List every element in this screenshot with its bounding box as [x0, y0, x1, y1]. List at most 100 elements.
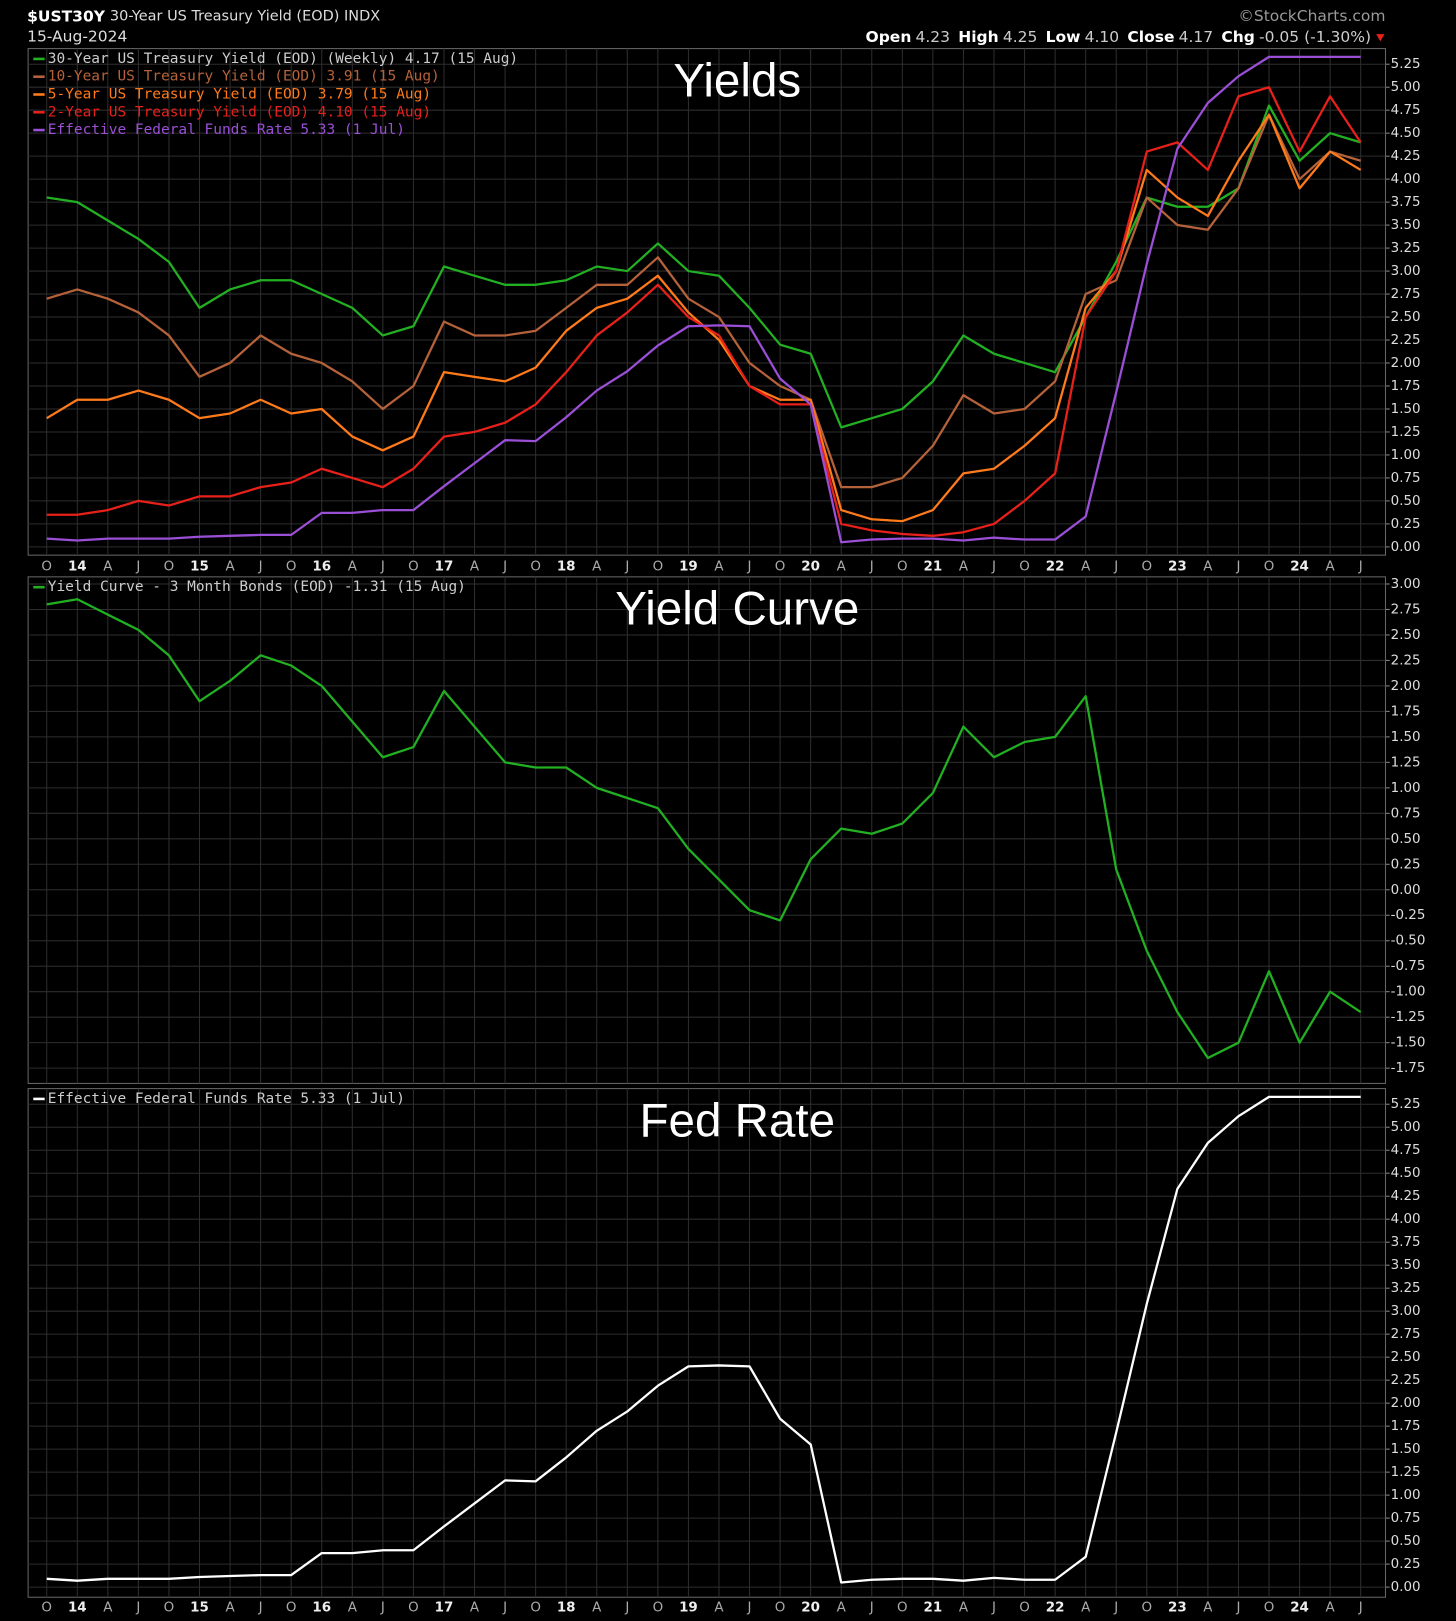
y-tick-label: 2.75 — [1391, 602, 1421, 617]
x-tick-label: J — [135, 1601, 140, 1616]
date: 15-Aug-2024 — [27, 28, 127, 46]
y-tick-label: 1.75 — [1391, 1419, 1421, 1434]
x-tick-label: 16 — [312, 1601, 331, 1616]
x-tick-label: A — [837, 1601, 847, 1616]
y-tick-label: 1.75 — [1391, 704, 1421, 719]
x-tick-label: J — [502, 560, 507, 575]
y-tick-label: 1.75 — [1391, 379, 1421, 394]
legend-entry: Effective Federal Funds Rate 5.33 (1 Jul… — [48, 1091, 405, 1107]
x-tick-label: A — [1203, 560, 1213, 575]
x-tick-label: 22 — [1046, 1601, 1065, 1616]
x-tick-label: 15 — [190, 560, 209, 575]
x-tick-label: O — [1264, 560, 1275, 575]
y-tick-label: 3.75 — [1391, 1235, 1421, 1250]
x-tick-label: O — [164, 560, 175, 575]
x-tick-label: J — [747, 1601, 752, 1616]
ohlc: Open 4.23 High 4.25 Low 4.10 Close 4.17 Chg -0.05… — [866, 28, 1371, 46]
x-tick-label: 15 — [190, 1601, 209, 1616]
panel-title: Fed Rate — [640, 1094, 836, 1147]
ohlc-label: Chg — [1221, 28, 1255, 46]
x-tick-label: A — [592, 1601, 602, 1616]
x-tick-label: O — [897, 560, 908, 575]
y-tick-label: 0.00 — [1391, 1580, 1421, 1595]
x-tick-label: O — [653, 560, 664, 575]
x-tick-label: 22 — [1046, 560, 1065, 575]
x-tick-label: 21 — [924, 1601, 943, 1616]
x-tick-label: J — [991, 560, 996, 575]
x-tick-label: O — [530, 1601, 541, 1616]
y-tick-label: -1.25 — [1391, 1010, 1426, 1025]
y-tick-label: 0.00 — [1391, 540, 1421, 555]
y-tick-label: 5.25 — [1391, 57, 1421, 72]
y-tick-label: 1.00 — [1391, 781, 1421, 796]
series-line — [46, 113, 1362, 489]
x-tick-label: O — [41, 560, 52, 575]
x-tick-label: 20 — [801, 1601, 820, 1616]
y-tick-label: 3.00 — [1391, 577, 1421, 592]
y-tick-label: 1.25 — [1391, 1465, 1421, 1480]
legend-entry: 30-Year US Treasury Yield (EOD) (Weekly)… — [48, 51, 518, 67]
x-tick-label: A — [959, 560, 969, 575]
x-tick-label: J — [258, 560, 263, 575]
y-tick-label: 3.75 — [1391, 195, 1421, 210]
x-tick-label: O — [775, 1601, 786, 1616]
y-tick-label: 2.75 — [1391, 1327, 1421, 1342]
y-tick-label: 5.25 — [1391, 1097, 1421, 1112]
x-tick-label: 19 — [679, 560, 698, 575]
x-tick-label: J — [624, 560, 629, 575]
x-tick-label: O — [653, 1601, 664, 1616]
ohlc-value: 4.17 — [1179, 28, 1214, 46]
x-tick-label: J — [380, 1601, 385, 1616]
y-tick-label: 3.00 — [1391, 264, 1421, 279]
panel-title: Yield Curve — [615, 583, 859, 636]
x-tick-label: O — [775, 560, 786, 575]
x-tick-label: A — [714, 560, 724, 575]
x-tick-label: J — [502, 1601, 507, 1616]
y-tick-label: 1.00 — [1391, 1488, 1421, 1503]
ohlc-value: -0.05 (-1.30%) — [1259, 28, 1371, 46]
y-tick-label: -0.50 — [1391, 934, 1426, 949]
y-tick-label: 1.00 — [1391, 448, 1421, 463]
y-tick-label: 0.50 — [1391, 1534, 1421, 1549]
ohlc-value: 4.25 — [1003, 28, 1038, 46]
y-tick-label: -1.50 — [1391, 1036, 1426, 1051]
panel — [27, 576, 1387, 1084]
y-tick-label: 4.25 — [1391, 1189, 1421, 1204]
x-tick-label: A — [959, 1601, 969, 1616]
x-tick-label: A — [837, 560, 847, 575]
y-tick-label: 2.50 — [1391, 628, 1421, 643]
y-tick-label: 2.25 — [1391, 1373, 1421, 1388]
x-tick-label: O — [286, 1601, 297, 1616]
y-tick-label: 2.25 — [1391, 333, 1421, 348]
y-tick-label: 2.50 — [1391, 1350, 1421, 1365]
x-tick-label: 18 — [557, 1601, 576, 1616]
panel — [27, 1088, 1387, 1598]
x-tick-label: O — [1141, 560, 1152, 575]
y-tick-label: 1.25 — [1391, 755, 1421, 770]
series-line — [46, 1095, 1361, 1584]
x-tick-label: A — [1081, 1601, 1091, 1616]
x-tick-label: O — [41, 1601, 52, 1616]
x-tick-label: J — [624, 1601, 629, 1616]
y-tick-label: 0.50 — [1391, 494, 1421, 509]
x-tick-label: A — [714, 1601, 724, 1616]
y-tick-label: -0.75 — [1391, 959, 1426, 974]
y-tick-label: 4.50 — [1391, 1166, 1421, 1181]
y-tick-label: 1.25 — [1391, 425, 1421, 440]
y-tick-label: 3.50 — [1391, 1258, 1421, 1273]
y-tick-label: 2.00 — [1391, 356, 1421, 371]
y-tick-label: 2.00 — [1391, 679, 1421, 694]
series-line — [46, 55, 1361, 544]
y-tick-label: 3.00 — [1391, 1304, 1421, 1319]
legend-entry: 5-Year US Treasury Yield (EOD) 3.79 (15 … — [48, 86, 431, 102]
x-tick-label: A — [470, 1601, 480, 1616]
x-tick-label: A — [1326, 1601, 1336, 1616]
y-tick-label: 4.00 — [1391, 172, 1421, 187]
x-tick-label: O — [897, 1601, 908, 1616]
y-tick-label: 1.50 — [1391, 1442, 1421, 1457]
x-tick-label: A — [103, 560, 113, 575]
y-tick-label: -0.25 — [1391, 908, 1426, 923]
y-tick-label: 0.75 — [1391, 471, 1421, 486]
symbol: $UST30Y — [27, 7, 106, 25]
y-tick-label: -1.00 — [1391, 985, 1426, 1000]
